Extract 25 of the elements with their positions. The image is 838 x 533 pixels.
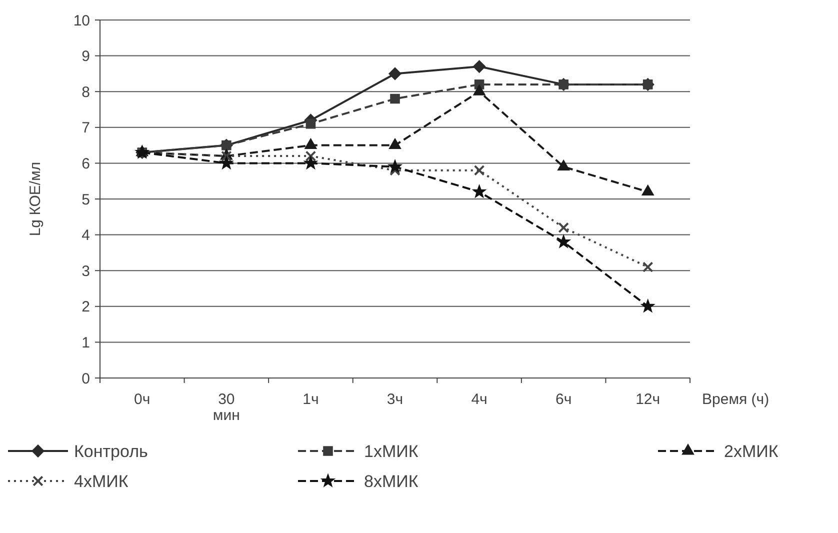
x-axis-title: Время (ч)	[702, 391, 770, 408]
y-tick-label: 7	[82, 120, 90, 137]
y-tick-label: 3	[82, 262, 90, 280]
legend-label: Контроль	[74, 442, 148, 461]
y-tick-label: 2	[82, 298, 90, 316]
x-tick-label: 6ч	[555, 391, 572, 408]
y-tick-label: 5	[82, 191, 90, 208]
y-tick-label: 8	[82, 84, 90, 101]
x-tick-label: 4ч	[471, 391, 488, 408]
legend-label: 2xМИК	[724, 442, 778, 461]
x-tick-label: 1ч	[302, 391, 319, 408]
legend-label: 8xМИК	[364, 472, 418, 491]
y-tick-label: 9	[82, 48, 90, 66]
y-tick-label: 6	[82, 155, 90, 172]
y-axis-title: Lg КОЕ/мл	[27, 162, 44, 236]
x-tick-label: 3ч	[386, 391, 404, 408]
y-tick-label: 10	[73, 12, 90, 30]
y-tick-label: 0	[82, 370, 90, 388]
legend-label: 1xМИК	[364, 442, 418, 461]
y-tick-label: 1	[82, 334, 90, 352]
x-tick-label: 0ч	[134, 391, 150, 408]
x-tick-label: 12ч	[636, 391, 660, 408]
y-tick-label: 4	[82, 227, 90, 244]
legend-label: 4xМИК	[74, 472, 128, 491]
x-tick-label: 30 мин	[212, 391, 240, 424]
